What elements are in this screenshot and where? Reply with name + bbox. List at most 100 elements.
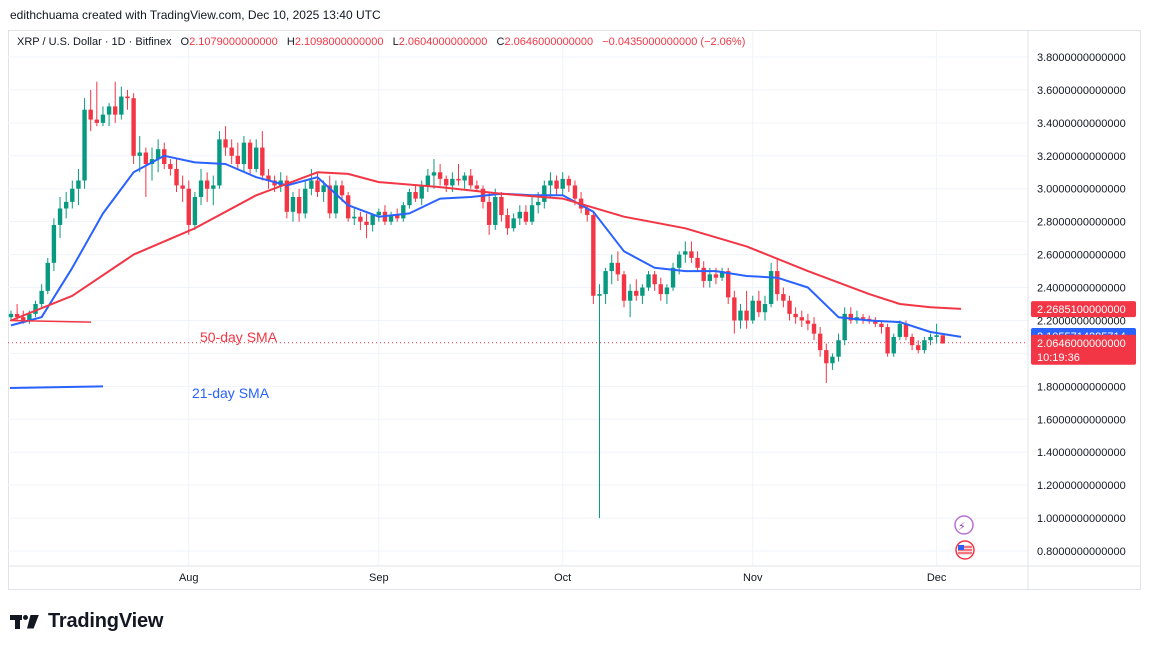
candle-up[interactable] — [137, 152, 142, 156]
candle-down[interactable] — [168, 164, 173, 169]
candle-down[interactable] — [744, 310, 749, 321]
candle-up[interactable] — [217, 139, 222, 186]
candle-up[interactable] — [192, 196, 198, 225]
candle-down[interactable] — [345, 195, 351, 219]
candle-down[interactable] — [799, 317, 804, 321]
candle-down[interactable] — [174, 168, 179, 186]
candle-up[interactable] — [100, 114, 106, 123]
candle-up[interactable] — [842, 313, 847, 341]
candle-down[interactable] — [903, 323, 909, 337]
candle-up[interactable] — [388, 215, 394, 222]
sma50-line[interactable] — [10, 171, 962, 322]
candle-down[interactable] — [223, 139, 228, 148]
candle-down[interactable] — [229, 147, 234, 156]
candle-up[interactable] — [517, 211, 522, 219]
candle-down[interactable] — [444, 178, 449, 186]
candle-down[interactable] — [713, 274, 719, 278]
candle-up[interactable] — [407, 192, 412, 206]
candle-down[interactable] — [486, 201, 492, 225]
candle-up[interactable] — [119, 96, 124, 115]
candle-up[interactable] — [493, 196, 498, 225]
candle-up[interactable] — [609, 262, 614, 272]
candle-down[interactable] — [916, 345, 921, 351]
candle-down[interactable] — [634, 290, 639, 296]
candle-up[interactable] — [303, 188, 308, 214]
candle-down[interactable] — [909, 336, 915, 346]
candle-down[interactable] — [143, 152, 149, 165]
candle-up[interactable] — [45, 262, 50, 291]
candle-up[interactable] — [830, 356, 835, 364]
candle-down[interactable] — [474, 185, 480, 189]
sma21-line[interactable] — [10, 154, 962, 338]
candle-down[interactable] — [339, 185, 345, 196]
candle-down[interactable] — [131, 98, 136, 156]
candle-down[interactable] — [204, 180, 210, 189]
candle-up[interactable] — [211, 185, 216, 189]
candle-down[interactable] — [125, 96, 130, 99]
candle-up[interactable] — [33, 304, 38, 314]
candle-down[interactable] — [468, 175, 473, 186]
candle-up[interactable] — [51, 224, 57, 263]
candle-down[interactable] — [695, 257, 700, 268]
candle-up[interactable] — [106, 106, 112, 115]
candle-down[interactable] — [413, 192, 418, 199]
candle-up[interactable] — [597, 294, 602, 296]
candle-down[interactable] — [793, 313, 798, 318]
candle-up[interactable] — [928, 336, 933, 341]
candle-up[interactable] — [762, 304, 768, 313]
candle-down[interactable] — [885, 327, 890, 354]
candle-up[interactable] — [548, 180, 553, 186]
candle-up[interactable] — [425, 175, 431, 186]
candle-up[interactable] — [309, 180, 314, 189]
candle-down[interactable] — [327, 185, 332, 214]
candle-up[interactable] — [542, 185, 547, 202]
candle-up[interactable] — [370, 215, 375, 225]
candle-down[interactable] — [615, 262, 621, 275]
candle-up[interactable] — [76, 180, 81, 189]
candle-up[interactable] — [535, 201, 541, 206]
candle-up[interactable] — [39, 290, 44, 304]
candle-down[interactable] — [505, 215, 510, 229]
candle-down[interactable] — [88, 109, 93, 120]
candle-down[interactable] — [689, 251, 694, 258]
candle-down[interactable] — [437, 172, 443, 179]
candle-down[interactable] — [247, 142, 253, 169]
candle-down[interactable] — [701, 267, 706, 281]
candle-up[interactable] — [738, 310, 743, 321]
candle-up[interactable] — [646, 274, 651, 288]
candle-up[interactable] — [401, 205, 406, 219]
candle-down[interactable] — [621, 274, 627, 301]
candle-up[interactable] — [670, 267, 676, 288]
candle-down[interactable] — [235, 155, 241, 165]
candle-up[interactable] — [419, 185, 424, 199]
candle-down[interactable] — [358, 216, 363, 222]
candle-up[interactable] — [70, 188, 75, 202]
candle-down[interactable] — [186, 188, 191, 225]
candle-up[interactable] — [664, 287, 670, 295]
candle-up[interactable] — [897, 323, 903, 337]
candle-down[interactable] — [817, 333, 823, 351]
candle-down[interactable] — [652, 274, 657, 285]
candle-down[interactable] — [315, 180, 320, 193]
candle-up[interactable] — [719, 271, 725, 278]
candle-up[interactable] — [290, 196, 296, 212]
candle-down[interactable] — [180, 185, 185, 189]
candle-up[interactable] — [155, 149, 161, 160]
candle-down[interactable] — [658, 284, 663, 295]
candle-down[interactable] — [732, 297, 737, 321]
candle-down[interactable] — [787, 300, 792, 314]
candle-up[interactable] — [333, 185, 339, 214]
candle-down[interactable] — [364, 221, 369, 225]
candle-up[interactable] — [676, 254, 682, 268]
candle-down[interactable] — [266, 175, 271, 181]
candle-up[interactable] — [254, 147, 259, 169]
candle-up[interactable] — [750, 300, 755, 321]
candle-up[interactable] — [529, 205, 535, 222]
candle-up[interactable] — [376, 211, 381, 216]
candle-down[interactable] — [554, 180, 559, 189]
candle-up[interactable] — [891, 336, 896, 354]
candle-down[interactable] — [940, 335, 945, 344]
candle-down[interactable] — [94, 119, 100, 123]
candle-up[interactable] — [603, 271, 608, 295]
